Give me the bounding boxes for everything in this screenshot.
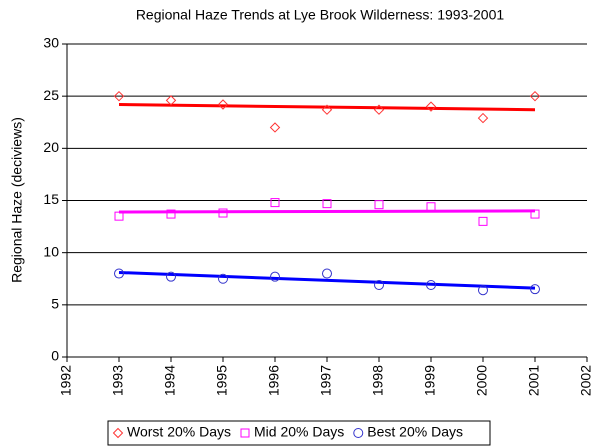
- data-point: [425, 101, 437, 112]
- x-tick-label: 1999: [422, 365, 438, 396]
- x-tick-label: 1992: [58, 365, 74, 396]
- data-point: [477, 112, 489, 124]
- data-point: [166, 209, 176, 219]
- data-point: [322, 268, 332, 279]
- y-tick-label: 10: [43, 243, 59, 259]
- data-point: [529, 90, 541, 102]
- x-tick-label: 1997: [318, 365, 334, 396]
- data-point: [426, 202, 436, 212]
- data-point: [530, 209, 540, 219]
- trend-line: [118, 209, 536, 214]
- chart-title: Regional Haze Trends at Lye Brook Wilder…: [136, 7, 505, 23]
- x-tick-label: 1993: [110, 365, 126, 396]
- trend-line: [118, 103, 536, 112]
- x-tick-label: 1994: [162, 365, 178, 396]
- y-tick-label: 0: [51, 348, 59, 364]
- legend-box: [107, 420, 491, 446]
- y-tick-label: 25: [43, 87, 59, 103]
- y-tick-label: 20: [43, 139, 59, 155]
- data-point: [217, 99, 229, 110]
- data-point: [218, 273, 228, 284]
- data-point: [218, 208, 228, 218]
- data-point: [165, 95, 177, 106]
- x-tick-label: 2001: [526, 365, 542, 396]
- y-tick-label: 5: [51, 296, 59, 312]
- data-point: [113, 90, 125, 102]
- x-tick-label: 2000: [474, 365, 490, 396]
- legend-marker: [112, 427, 124, 439]
- data-point: [374, 200, 384, 210]
- x-tick-label: 1996: [266, 365, 282, 396]
- legend-marker: [353, 428, 364, 438]
- data-point: [166, 271, 176, 282]
- y-axis-label: Regional Haze (deciviews): [9, 117, 25, 283]
- data-point: [374, 280, 384, 291]
- trend-line: [118, 270, 536, 290]
- data-point: [269, 122, 281, 133]
- x-tick-label: 1998: [370, 365, 386, 396]
- legend-label: Worst 20% Days: [127, 424, 231, 440]
- data-point: [322, 199, 332, 209]
- data-point: [114, 268, 124, 279]
- data-point: [478, 285, 488, 296]
- legend-marker: [240, 428, 250, 438]
- legend-label: Mid 20% Days: [254, 424, 344, 440]
- data-point: [321, 104, 333, 115]
- data-point: [530, 284, 540, 295]
- legend-label: Best 20% Days: [367, 424, 463, 440]
- data-point: [373, 104, 385, 115]
- data-point: [114, 211, 124, 221]
- data-point: [270, 271, 280, 282]
- data-point: [270, 198, 280, 208]
- data-point: [426, 280, 436, 291]
- y-tick-label: 15: [43, 191, 59, 207]
- y-tick-label: 30: [43, 35, 59, 51]
- x-tick-label: 2002: [578, 365, 594, 396]
- x-tick-label: 1995: [214, 365, 230, 396]
- data-point: [478, 216, 488, 226]
